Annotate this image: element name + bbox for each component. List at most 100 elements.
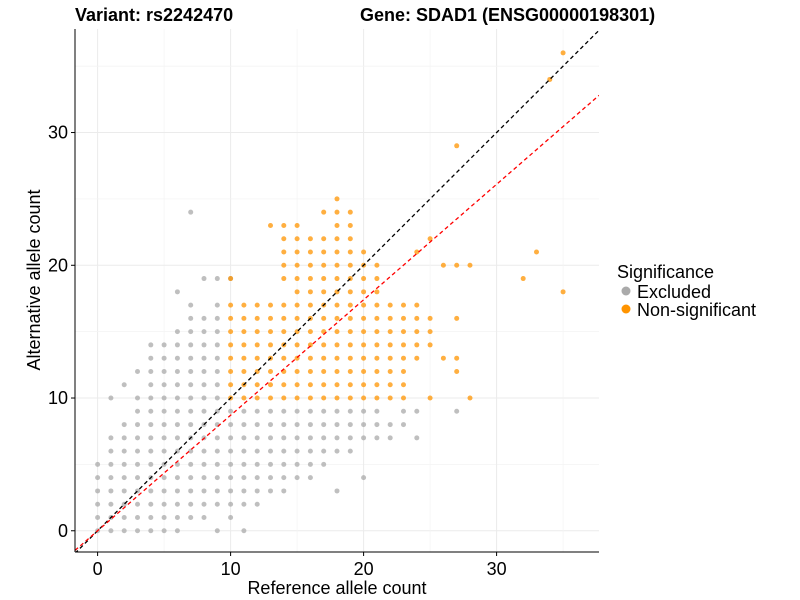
point-excluded [241, 461, 247, 467]
point-non-significant [414, 329, 420, 335]
point-excluded [135, 514, 141, 520]
point-excluded [161, 475, 167, 481]
point-excluded [108, 395, 114, 401]
point-excluded [121, 435, 127, 441]
point-excluded [400, 408, 406, 414]
point-excluded [294, 475, 300, 481]
point-non-significant [228, 302, 234, 308]
point-excluded [174, 382, 180, 388]
point-non-significant [347, 262, 353, 268]
point-excluded [347, 435, 353, 441]
point-excluded [108, 501, 114, 507]
point-non-significant [307, 355, 313, 361]
point-excluded [214, 276, 220, 282]
point-non-significant [334, 382, 340, 388]
point-non-significant [387, 395, 393, 401]
point-non-significant [307, 395, 313, 401]
point-excluded [135, 368, 141, 374]
point-excluded [188, 514, 194, 520]
point-excluded [201, 368, 207, 374]
point-non-significant [467, 262, 473, 268]
point-non-significant [440, 355, 446, 361]
point-non-significant [374, 355, 380, 361]
point-non-significant [281, 382, 287, 388]
point-excluded [254, 475, 260, 481]
point-excluded [201, 514, 207, 520]
point-excluded [188, 501, 194, 507]
point-non-significant [294, 342, 300, 348]
point-excluded [214, 488, 220, 494]
legend: Significance Excluded Non-significant [617, 262, 756, 320]
point-excluded [174, 395, 180, 401]
point-excluded [174, 342, 180, 348]
point-non-significant [228, 276, 234, 282]
point-non-significant [241, 302, 247, 308]
point-non-significant [374, 368, 380, 374]
point-excluded [148, 448, 154, 454]
point-non-significant [228, 382, 234, 388]
point-non-significant [334, 262, 340, 268]
point-excluded [148, 408, 154, 414]
point-non-significant [294, 302, 300, 308]
point-non-significant [321, 355, 327, 361]
point-excluded [268, 475, 274, 481]
point-excluded [294, 461, 300, 467]
point-non-significant [361, 302, 367, 308]
point-non-significant [254, 355, 260, 361]
point-non-significant [347, 249, 353, 255]
point-non-significant [294, 382, 300, 388]
point-excluded [334, 448, 340, 454]
point-excluded [307, 422, 313, 428]
point-non-significant [414, 355, 420, 361]
point-excluded [228, 461, 234, 467]
point-non-significant [400, 368, 406, 374]
point-excluded [108, 475, 114, 481]
point-non-significant [454, 368, 460, 374]
point-excluded [161, 488, 167, 494]
point-excluded [374, 408, 380, 414]
point-non-significant [347, 302, 353, 308]
point-excluded [334, 435, 340, 441]
y-tick-label: 30 [48, 123, 68, 143]
point-excluded [241, 422, 247, 428]
point-excluded [321, 422, 327, 428]
point-excluded [228, 488, 234, 494]
point-excluded [361, 435, 367, 441]
point-excluded [201, 329, 207, 335]
point-excluded [214, 342, 220, 348]
point-non-significant [281, 222, 287, 228]
point-excluded [334, 408, 340, 414]
legend-label-excluded: Excluded [637, 282, 711, 302]
point-non-significant [268, 329, 274, 335]
point-excluded [228, 408, 234, 414]
point-excluded [387, 435, 393, 441]
point-non-significant [281, 262, 287, 268]
point-non-significant [268, 395, 274, 401]
point-excluded [135, 395, 141, 401]
point-non-significant [361, 276, 367, 282]
y-tick-label: 10 [48, 388, 68, 408]
point-non-significant [254, 329, 260, 335]
point-excluded [228, 475, 234, 481]
point-excluded [214, 329, 220, 335]
point-excluded [214, 368, 220, 374]
point-non-significant [321, 249, 327, 255]
point-non-significant [268, 302, 274, 308]
point-non-significant [254, 302, 260, 308]
point-non-significant [347, 355, 353, 361]
point-excluded [95, 475, 101, 481]
point-excluded [95, 488, 101, 494]
point-excluded [148, 528, 154, 534]
point-excluded [214, 501, 220, 507]
point-non-significant [281, 355, 287, 361]
point-excluded [188, 368, 194, 374]
point-non-significant [307, 342, 313, 348]
point-excluded [135, 422, 141, 428]
point-excluded [281, 435, 287, 441]
point-non-significant [334, 315, 340, 321]
x-tick-label: 0 [93, 559, 103, 579]
point-excluded [281, 422, 287, 428]
point-excluded [148, 435, 154, 441]
point-excluded [347, 408, 353, 414]
point-excluded [241, 448, 247, 454]
